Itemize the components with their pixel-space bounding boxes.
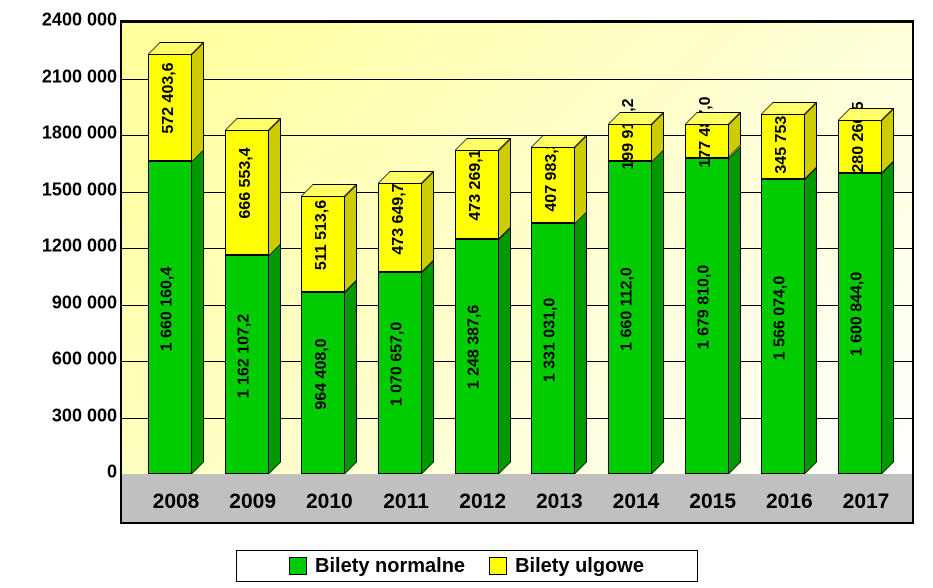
x-tick-label: 2010 [299, 490, 359, 514]
bar-side [882, 161, 894, 474]
x-tick-label: 2012 [453, 490, 513, 514]
legend-label-normalne: Bilety normalne [315, 555, 465, 578]
bar-value-normalne: 1 660 160,4 [159, 266, 177, 351]
bar-side [422, 171, 434, 272]
bar-side [499, 138, 511, 239]
y-tick-label: 600 000 [7, 349, 117, 370]
bar-side [192, 149, 204, 474]
y-tick-label: 1200 000 [7, 236, 117, 257]
bar-side [805, 102, 817, 179]
bar-side [805, 167, 817, 474]
x-tick-label: 2016 [759, 490, 819, 514]
bar-value-ulgowe: 572 403,6 [160, 63, 178, 134]
bar-side [575, 135, 587, 224]
legend-label-ulgowe: Bilety ulgowe [515, 555, 644, 578]
bar-value-ulgowe: 407 983,3 [543, 140, 561, 211]
bar-value-normalne: 964 408,0 [313, 339, 331, 410]
y-tick-label: 1500 000 [7, 179, 117, 200]
y-tick-label: 300 000 [7, 405, 117, 426]
y-tick-label: 1800 000 [7, 123, 117, 144]
bar-value-ulgowe: 666 553,4 [237, 148, 255, 219]
x-tick-label: 2013 [529, 490, 589, 514]
bar-side [345, 280, 357, 474]
legend-item-ulgowe: Bilety ulgowe [489, 555, 644, 578]
y-tick-label: 900 000 [7, 292, 117, 313]
bar-side [499, 227, 511, 474]
legend-swatch-normalne [289, 557, 307, 575]
bar-value-ulgowe: 473 269,1 [467, 150, 485, 221]
bar-side [422, 260, 434, 474]
y-tick-label: 2400 000 [7, 10, 117, 31]
x-tick-label: 2008 [146, 490, 206, 514]
bar-side [269, 118, 281, 256]
x-tick-label: 2011 [376, 490, 436, 514]
legend: Bilety normalne Bilety ulgowe [236, 550, 698, 582]
bar-value-normalne: 1 660 112,0 [619, 267, 637, 351]
plot-area: 1 660 160,4 572 403,6 1 162 107,2 666 553,4… [120, 20, 914, 524]
x-tick-label: 2015 [683, 490, 743, 514]
bar-value-ulgowe: 177 487,0 [697, 96, 715, 167]
bar-side [269, 243, 281, 474]
bar-value-normalne: 1 600 844,0 [849, 272, 867, 357]
bar-value-ulgowe: 473 649,7 [390, 183, 408, 254]
x-tick-label: 2017 [836, 490, 896, 514]
bar-side [345, 184, 357, 292]
ticket-revenue-chart: 1 660 160,4 572 403,6 1 162 107,2 666 553,4… [0, 0, 933, 588]
bar-value-normalne: 1 070 657,0 [389, 322, 407, 407]
y-tick-label: 0 [7, 462, 117, 483]
bar-value-normalne: 1 162 107,2 [235, 313, 253, 398]
bar-value-normalne: 1 679 810,0 [695, 265, 713, 350]
bar-side [192, 42, 204, 162]
bar-value-ulgowe: 511 513,6 [313, 200, 331, 270]
bar-value-normalne: 1 331 031,0 [542, 297, 560, 382]
y-tick-label: 2100 000 [7, 66, 117, 87]
bar-side [575, 211, 587, 474]
bar-side [729, 146, 741, 474]
bar-value-ulgowe: 199 915,2 [620, 98, 638, 169]
x-tick-label: 2014 [606, 490, 666, 514]
bar-value-normalne: 1 248 387,6 [465, 305, 483, 390]
legend-swatch-ulgowe [489, 557, 507, 575]
legend-item-normalne: Bilety normalne [289, 555, 465, 578]
x-tick-label: 2009 [223, 490, 283, 514]
bar-value-normalne: 1 566 074,0 [772, 275, 790, 360]
bar-side [652, 149, 664, 474]
bars-container: 1 660 160,4 572 403,6 1 162 107,2 666 553,4… [122, 22, 912, 474]
